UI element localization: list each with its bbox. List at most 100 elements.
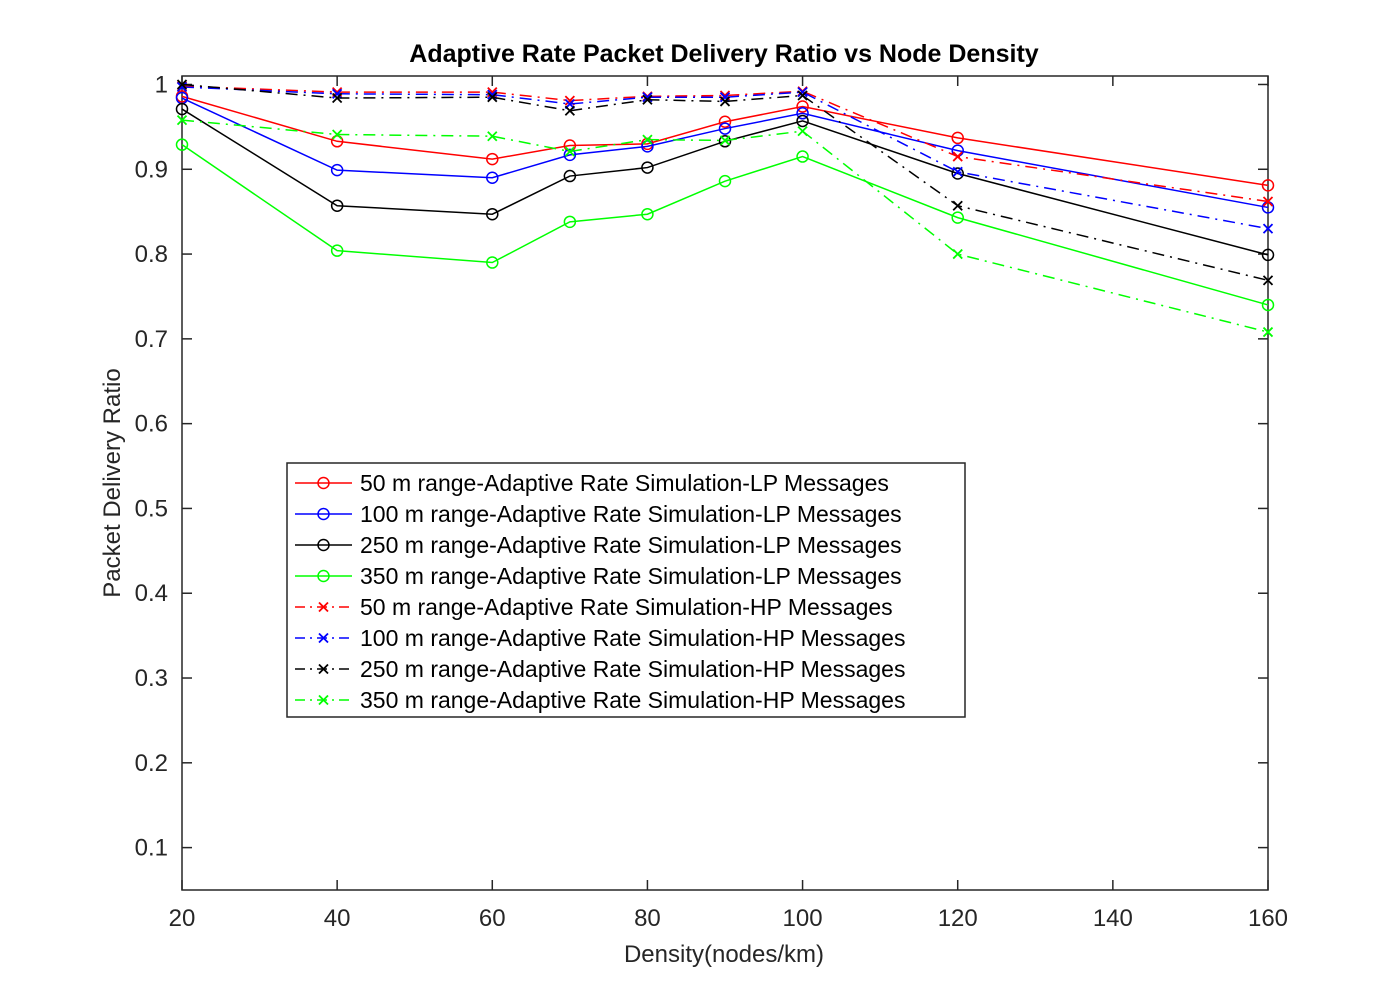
legend-marker — [317, 569, 330, 583]
data-point — [330, 135, 344, 148]
legend-entry: 350 m range-Adaptive Rate Simulation-LP … — [295, 563, 902, 589]
data-point — [1262, 196, 1274, 207]
series-layer — [175, 79, 1275, 338]
data-point — [176, 114, 188, 126]
data-point — [486, 207, 499, 221]
data-point — [796, 150, 809, 163]
x-axis: 20 40 60 80 100 120 140 160 — [169, 76, 1288, 932]
legend-box — [286, 462, 966, 718]
legend-entry: 50 m range-Adaptive Rate Simulation-HP M… — [295, 594, 893, 620]
data-point — [797, 90, 808, 101]
x-tick-label: 20 — [169, 905, 196, 932]
data-point — [1262, 275, 1274, 286]
data-point — [951, 131, 964, 145]
x-tick-label: 100 — [783, 905, 823, 932]
legend-label: 250 m range-Adaptive Rate Simulation-HP … — [360, 656, 905, 682]
legend-marker — [317, 538, 330, 552]
data-point — [1262, 326, 1274, 338]
series-line — [181, 108, 1269, 256]
x-axis-label: Density(nodes/km) — [624, 941, 824, 968]
x-tick-label: 160 — [1248, 905, 1288, 932]
series-line — [181, 95, 1269, 187]
data-point — [719, 96, 731, 107]
y-tick-label: 0.6 — [135, 411, 168, 438]
legend-entry: 250 m range-Adaptive Rate Simulation-HP … — [295, 656, 905, 682]
data-point — [718, 135, 732, 148]
data-point — [796, 100, 809, 113]
data-point — [719, 92, 731, 103]
series-line — [181, 97, 1269, 209]
data-point — [1261, 248, 1275, 262]
legend-marker — [317, 507, 330, 521]
data-point — [797, 125, 808, 137]
y-tick-label: 0.4 — [135, 580, 168, 607]
data-point — [564, 146, 575, 157]
data-point — [176, 79, 188, 90]
data-point — [719, 135, 731, 146]
legend-marker — [318, 694, 329, 706]
legend-entry: 50 m range-Adaptive Rate Simulation-LP M… — [295, 470, 889, 496]
chart-title: Adaptive Rate Packet Delivery Ratio vs N… — [409, 40, 1039, 68]
data-point — [330, 163, 344, 177]
series-line — [181, 86, 1269, 230]
data-point — [1261, 298, 1275, 312]
data-point — [952, 200, 963, 211]
data-point — [952, 248, 963, 260]
data-point — [1261, 179, 1275, 192]
legend-label: 50 m range-Adaptive Rate Simulation-LP M… — [360, 470, 889, 496]
legend-entry: 100 m range-Adaptive Rate Simulation-HP … — [295, 625, 905, 651]
data-point — [332, 92, 343, 104]
series-3 — [175, 102, 1275, 262]
series-4 — [175, 138, 1275, 312]
data-point — [175, 138, 189, 151]
y-tick-label: 0.9 — [135, 156, 168, 183]
data-point — [952, 151, 963, 162]
data-point — [332, 88, 343, 99]
series-2 — [175, 91, 1275, 214]
data-point — [486, 171, 499, 184]
data-point — [563, 169, 577, 183]
y-tick-label: 0.3 — [135, 665, 168, 692]
legend-marker — [317, 476, 330, 490]
data-point — [175, 102, 189, 116]
data-point — [641, 207, 654, 221]
x-tick-label: 140 — [1093, 905, 1133, 932]
x-tick-label: 80 — [634, 905, 661, 932]
legend-marker — [318, 632, 329, 644]
x-tick-label: 40 — [324, 905, 351, 932]
series-line — [181, 85, 1269, 203]
legend-label: 100 m range-Adaptive Rate Simulation-LP … — [360, 501, 902, 527]
series-8 — [176, 114, 1274, 338]
data-point — [641, 161, 654, 174]
x-tick-label: 60 — [479, 905, 506, 932]
data-point — [486, 256, 499, 269]
data-point — [642, 94, 653, 105]
y-axis-label: Packet Delivery Ratio — [99, 368, 126, 597]
data-point — [563, 215, 577, 229]
data-point — [487, 92, 498, 103]
y-tick-label: 0.5 — [135, 495, 168, 522]
data-point — [487, 131, 498, 142]
data-point — [797, 86, 808, 98]
data-point — [641, 140, 654, 153]
y-tick-label: 0.1 — [135, 835, 168, 862]
legend-label: 350 m range-Adaptive Rate Simulation-HP … — [360, 687, 905, 713]
y-tick-label: 0.7 — [135, 326, 168, 353]
data-point — [718, 122, 732, 135]
y-axis: 0.1 0.2 0.3 0.4 0.5 0.6 0.7 0.8 0.9 1 — [135, 71, 1268, 862]
y-tick-label: 0.8 — [135, 241, 168, 268]
data-point — [330, 199, 344, 212]
data-point — [951, 211, 964, 224]
data-point — [330, 244, 344, 257]
data-point — [332, 129, 343, 140]
data-point — [796, 107, 809, 120]
series-line — [181, 144, 1269, 306]
legend-label: 350 m range-Adaptive Rate Simulation-LP … — [360, 563, 902, 589]
data-point — [796, 114, 809, 128]
legend-entry: 250 m range-Adaptive Rate Simulation-LP … — [295, 532, 902, 558]
data-point — [1262, 223, 1274, 234]
legend-label: 50 m range-Adaptive Rate Simulation-HP M… — [360, 594, 893, 620]
x-tick-label: 120 — [938, 905, 978, 932]
data-point — [486, 152, 499, 166]
